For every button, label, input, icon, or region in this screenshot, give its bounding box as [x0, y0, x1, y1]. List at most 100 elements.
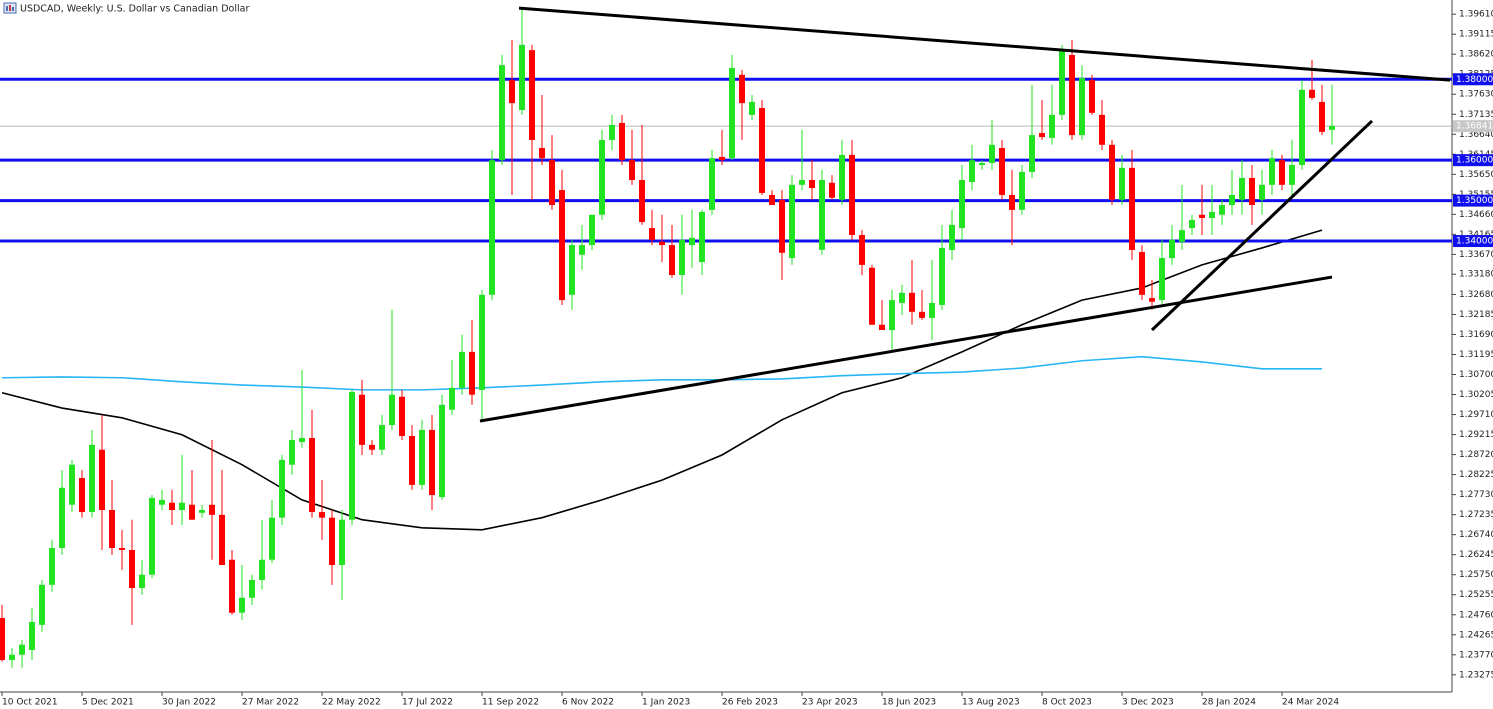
candle	[379, 414, 385, 455]
level-label-box	[1453, 73, 1493, 86]
candle-body	[649, 228, 655, 240]
candle	[459, 334, 465, 395]
annotations	[479, 6, 1451, 423]
candle	[179, 454, 185, 525]
candle	[929, 260, 935, 341]
candle-body	[69, 464, 75, 505]
candle	[789, 175, 795, 265]
candle-body	[739, 74, 745, 104]
candle	[159, 489, 165, 511]
candle-body	[129, 550, 135, 589]
candle	[1129, 150, 1135, 261]
candle	[989, 120, 995, 170]
candle-body	[1249, 177, 1255, 206]
candle	[239, 565, 245, 621]
y-tick-label: 1.32680	[1459, 290, 1493, 300]
candles	[0, 8, 1335, 668]
y-tick-label: 1.29215	[1459, 430, 1493, 440]
y-tick-label: 1.27235	[1459, 510, 1493, 520]
candle-body	[79, 478, 85, 513]
candle-body	[639, 179, 645, 223]
candle-body	[559, 190, 565, 301]
candle-body	[669, 245, 675, 276]
candle-body	[539, 148, 545, 159]
candle-body	[1319, 101, 1325, 132]
candle	[1049, 84, 1055, 145]
last-price-label: 1.36841	[1456, 122, 1493, 132]
candle-body	[1039, 133, 1045, 138]
trend-line	[518, 6, 1451, 82]
trend-line	[1150, 119, 1374, 332]
candle	[439, 394, 445, 500]
candle-body	[1129, 167, 1135, 250]
y-tick-label: 1.35650	[1459, 170, 1493, 180]
y-tick-label: 1.37135	[1459, 110, 1493, 120]
candle-body	[179, 502, 185, 511]
candle-body	[989, 144, 995, 163]
candle-body	[509, 80, 515, 104]
candle-body	[289, 440, 295, 465]
candle-body	[1119, 167, 1125, 200]
candle	[909, 260, 915, 325]
candle-body	[679, 239, 685, 276]
candle	[169, 489, 175, 525]
candle	[599, 129, 605, 221]
candle	[529, 44, 535, 200]
candle-body	[1219, 205, 1225, 215]
candle-body	[709, 158, 715, 210]
y-tick-label: 1.33180	[1459, 270, 1493, 280]
candle-body	[229, 559, 235, 613]
candle	[409, 425, 415, 490]
candle-body	[1259, 184, 1265, 200]
candle-body	[489, 160, 495, 295]
candle-body	[329, 517, 335, 566]
candle-body	[629, 160, 635, 180]
x-tick-label: 18 Jun 2023	[882, 698, 936, 708]
candle-body	[699, 211, 705, 263]
candle-body	[1329, 125, 1335, 130]
candle	[869, 264, 875, 325]
candle	[959, 165, 965, 240]
level-label-box	[1453, 194, 1493, 207]
candle-body	[109, 510, 115, 549]
candle	[849, 139, 855, 240]
candle	[699, 209, 705, 276]
candle	[1299, 80, 1305, 170]
candle-body	[469, 351, 475, 395]
candle-body	[779, 199, 785, 253]
candle-body	[919, 311, 925, 318]
y-tick-label: 1.24760	[1459, 610, 1493, 620]
candle	[1269, 150, 1275, 195]
candle-body	[279, 459, 285, 518]
symbol-icon	[3, 2, 17, 14]
candle	[389, 309, 395, 430]
y-tick-label: 1.25750	[1459, 570, 1493, 580]
candle	[429, 414, 435, 511]
candle	[1079, 65, 1085, 140]
candle-body	[59, 487, 65, 549]
candle-body	[929, 302, 935, 318]
candle-body	[1299, 89, 1305, 166]
candle-body	[599, 139, 605, 215]
candle-body	[549, 160, 555, 206]
candle	[1159, 239, 1165, 305]
candle-body	[159, 499, 165, 505]
candle	[999, 139, 1005, 200]
candle-body	[949, 224, 955, 250]
candle-body	[209, 504, 215, 515]
x-tick-label: 28 Jan 2024	[1202, 698, 1256, 708]
y-tick-label: 1.28225	[1459, 470, 1493, 480]
candle-body	[479, 294, 485, 390]
candle	[219, 469, 225, 566]
candle	[49, 539, 55, 592]
candle	[889, 289, 895, 350]
candle	[1119, 154, 1125, 206]
candle-body	[1019, 171, 1025, 210]
candle	[1179, 184, 1185, 250]
candle	[949, 209, 955, 261]
candle	[739, 69, 745, 140]
candle-body	[799, 179, 805, 185]
candle	[1209, 184, 1215, 235]
